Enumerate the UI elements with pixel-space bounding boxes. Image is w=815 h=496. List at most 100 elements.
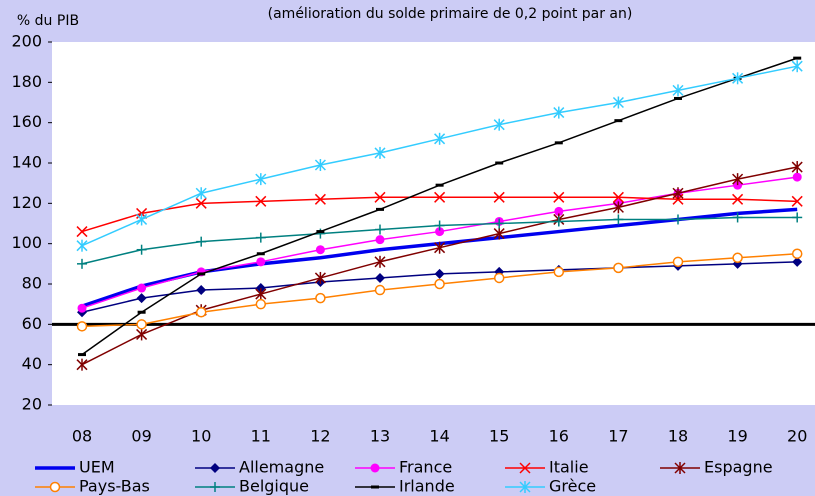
data-point	[315, 292, 326, 304]
data-point	[732, 193, 744, 205]
data-point	[374, 146, 386, 159]
data-point	[672, 187, 684, 200]
marker-shape	[137, 283, 147, 293]
data-point	[435, 227, 445, 237]
marker-shape	[375, 272, 385, 283]
y-tick-label: 40	[22, 354, 42, 373]
data-point	[314, 271, 326, 284]
legend-label: Grèce	[549, 477, 596, 496]
data-point	[612, 96, 624, 109]
marker-shape	[554, 206, 564, 216]
data-point	[612, 191, 624, 203]
data-point	[434, 278, 445, 290]
data-point	[554, 206, 564, 216]
data-point	[314, 159, 326, 172]
x-tick-label: 09	[131, 427, 151, 446]
data-point	[76, 239, 88, 252]
legend-label: Espagne	[704, 458, 773, 477]
data-point	[434, 241, 446, 254]
data-point	[732, 212, 743, 223]
data-point	[136, 328, 148, 341]
data-point	[434, 132, 446, 145]
y-tick-label: 80	[22, 274, 42, 293]
data-point	[553, 266, 565, 278]
data-point	[733, 180, 743, 190]
marker-shape	[493, 272, 505, 284]
data-point	[255, 173, 267, 186]
x-tick-label: 12	[310, 427, 330, 446]
x-tick-label: 13	[370, 427, 390, 446]
marker-stroke	[553, 191, 565, 203]
chart-title: (amélioration du solde primaire de 0,2 p…	[268, 6, 633, 22]
y-tick-label: 160	[11, 112, 42, 131]
x-tick-label: 14	[429, 427, 449, 446]
data-point	[613, 262, 624, 274]
data-point	[792, 256, 803, 267]
data-point	[375, 224, 385, 235]
data-point	[791, 195, 803, 207]
data-point	[673, 214, 683, 225]
marker-shape	[136, 293, 147, 304]
marker-stroke	[493, 191, 505, 203]
data-point	[493, 272, 505, 284]
data-point	[76, 226, 88, 238]
data-point	[791, 161, 803, 174]
legend-label: Belgique	[239, 477, 309, 496]
data-point	[195, 187, 207, 200]
data-point	[493, 227, 505, 240]
data-point	[255, 288, 267, 301]
x-tick-label: 20	[787, 427, 807, 446]
y-tick-label: 140	[11, 153, 42, 172]
marker-shape	[195, 306, 207, 318]
data-point	[434, 268, 445, 279]
marker-shape	[434, 278, 445, 290]
data-point	[375, 272, 385, 283]
data-point	[76, 321, 88, 332]
marker-shape	[136, 319, 147, 330]
data-point	[791, 248, 803, 259]
data-point	[255, 195, 267, 207]
data-point	[553, 191, 565, 203]
data-point	[136, 319, 147, 330]
data-point	[255, 232, 266, 243]
x-tick-label: 15	[489, 427, 509, 446]
marker-shape	[435, 227, 445, 237]
data-point	[256, 257, 266, 267]
data-point	[434, 220, 445, 231]
legend-label: Italie	[549, 458, 589, 477]
y-axis-label: % du PIB	[17, 13, 79, 29]
marker-shape	[375, 235, 385, 245]
x-tick-label: 17	[608, 427, 628, 446]
data-point	[76, 358, 88, 371]
marker-shape	[791, 248, 803, 259]
marker-shape	[613, 262, 624, 274]
data-point	[374, 191, 386, 203]
marker-shape	[210, 463, 220, 473]
data-point	[375, 235, 385, 245]
y-tick-label: 120	[11, 193, 42, 212]
data-point	[255, 298, 267, 310]
legend-marker	[519, 481, 531, 493]
data-point	[672, 256, 684, 268]
data-point	[493, 118, 505, 131]
data-point	[136, 213, 148, 226]
marker-shape	[315, 292, 326, 304]
marker-shape	[792, 172, 802, 182]
y-tick-label: 100	[11, 233, 42, 252]
legend-marker	[370, 463, 380, 473]
data-point	[315, 245, 325, 255]
marker-shape	[732, 252, 743, 264]
marker-shape	[196, 285, 207, 296]
marker-shape	[315, 245, 325, 255]
data-point	[553, 106, 565, 119]
legend-label: France	[399, 458, 452, 477]
data-point	[494, 218, 505, 229]
data-point	[196, 236, 207, 247]
marker-shape	[374, 284, 386, 296]
x-tick-label: 11	[251, 427, 271, 446]
data-point	[137, 283, 147, 293]
legend-label: UEM	[79, 458, 115, 477]
marker-shape	[672, 256, 684, 268]
y-tick-label: 60	[22, 314, 42, 333]
marker-shape	[77, 303, 87, 313]
